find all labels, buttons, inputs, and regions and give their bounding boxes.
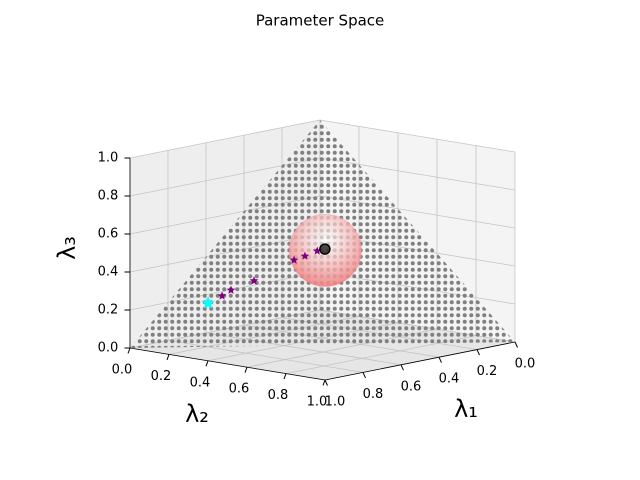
grid-line [319, 119, 516, 153]
star-point [312, 246, 322, 255]
tick-label: 1.0 [325, 395, 346, 410]
tick-label: 0.0 [98, 341, 119, 356]
tick-label: 1.0 [98, 151, 119, 166]
tick-mark [127, 347, 131, 354]
tick-mark [166, 354, 170, 361]
tick-mark [205, 360, 209, 367]
tick-label: 0.8 [268, 388, 289, 403]
axis-label: λ₁ [454, 395, 478, 423]
tick-mark [438, 356, 442, 363]
tick-label: 0.0 [515, 357, 536, 372]
star-point [217, 291, 227, 300]
tick-label: 0.2 [477, 364, 498, 379]
tick-label: 0.4 [439, 372, 460, 387]
tick-mark [324, 379, 328, 386]
star-point [201, 296, 215, 309]
star-point [249, 276, 259, 285]
tick-mark [244, 367, 248, 373]
tick-label: 0.6 [229, 382, 250, 397]
star-point [226, 285, 236, 294]
tick-mark [514, 341, 518, 348]
tick-label: 1.0 [307, 395, 328, 410]
tick-mark [283, 373, 287, 380]
tick-label: 0.6 [401, 379, 422, 394]
tick-mark [400, 364, 404, 371]
axis-line [129, 347, 326, 381]
tick-label: 0.4 [190, 375, 211, 390]
tick-label: 0.8 [98, 189, 119, 204]
star-point [300, 251, 310, 260]
tick-label: 0.2 [98, 303, 119, 318]
tick-mark [322, 379, 326, 386]
tick-label: 0.8 [363, 387, 384, 402]
chart-title: Parameter Space [256, 12, 385, 30]
tick-label: 0.6 [98, 227, 119, 242]
axis-label: λ₃ [53, 236, 81, 260]
tick-mark [476, 349, 480, 356]
axis-line [324, 341, 516, 381]
star-point [289, 255, 299, 264]
tick-label: 0.4 [98, 265, 119, 280]
tick-mark [362, 372, 366, 379]
tick-label: 0.0 [112, 363, 133, 378]
circle-point [319, 243, 331, 255]
grid-line [129, 119, 321, 159]
axis-label: λ₂ [185, 400, 209, 428]
tick-label: 0.2 [151, 369, 172, 384]
